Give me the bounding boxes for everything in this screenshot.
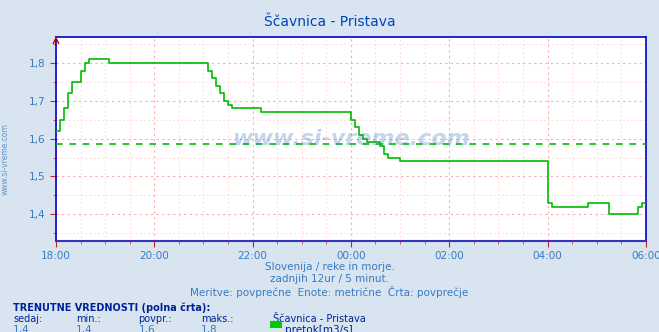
Text: www.si-vreme.com: www.si-vreme.com — [232, 128, 470, 149]
Text: 1,6: 1,6 — [138, 325, 155, 332]
Text: www.si-vreme.com: www.si-vreme.com — [1, 124, 10, 195]
Text: 1,8: 1,8 — [201, 325, 217, 332]
Text: Ščavnica - Pristava: Ščavnica - Pristava — [264, 15, 395, 29]
Text: Ščavnica - Pristava: Ščavnica - Pristava — [273, 314, 366, 324]
Text: Meritve: povprečne  Enote: metrične  Črta: povprečje: Meritve: povprečne Enote: metrične Črta:… — [190, 286, 469, 297]
Text: min.:: min.: — [76, 314, 101, 324]
Text: TRENUTNE VREDNOSTI (polna črta):: TRENUTNE VREDNOSTI (polna črta): — [13, 302, 211, 313]
Text: Slovenija / reke in morje.: Slovenija / reke in morje. — [264, 262, 395, 272]
Text: povpr.:: povpr.: — [138, 314, 172, 324]
Text: 1,4: 1,4 — [13, 325, 30, 332]
Text: 1,4: 1,4 — [76, 325, 92, 332]
Text: maks.:: maks.: — [201, 314, 233, 324]
Text: pretok[m3/s]: pretok[m3/s] — [285, 325, 353, 332]
Text: sedaj:: sedaj: — [13, 314, 42, 324]
Text: zadnjih 12ur / 5 minut.: zadnjih 12ur / 5 minut. — [270, 274, 389, 284]
